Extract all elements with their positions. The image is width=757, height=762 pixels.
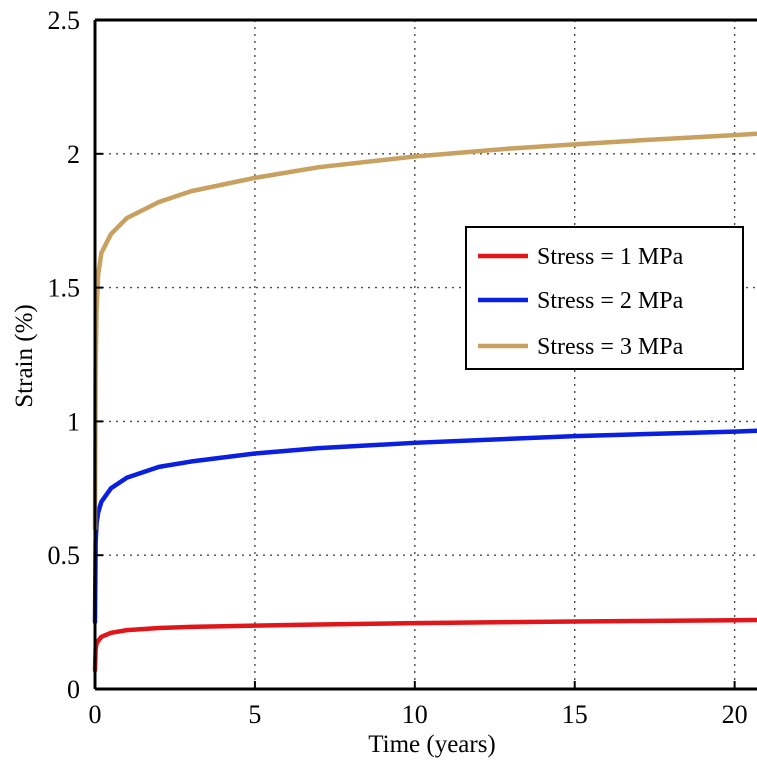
x-tick-label: 20 [722,700,748,729]
tick-labels: 0 5 10 15 20 0 0.5 1 1.5 2 2.5 [48,6,748,729]
x-tick-label: 10 [402,700,428,729]
series-lines [92,131,757,673]
y-tick-label: 0.5 [48,541,81,570]
series-line-2 [92,428,757,625]
x-tick-label: 15 [562,700,588,729]
series-line-1 [92,617,757,673]
series-line-3 [92,131,757,531]
y-axis-label: Strain (%) [11,304,38,407]
y-tick-label: 1.5 [48,274,81,303]
axes [93,18,757,691]
legend-label-1: Stress = 1 MPa [537,244,684,270]
legend: Stress = 1 MPa Stress = 2 MPa Stress = 3 M… [465,226,744,370]
y-tick-label: 2 [67,140,80,169]
x-tick-label: 0 [89,700,102,729]
legend-label-3: Stress = 3 MPa [537,334,684,360]
legend-label-2: Stress = 2 MPa [537,288,684,314]
x-tick-label: 5 [248,700,261,729]
y-tick-label: 1 [67,407,80,436]
y-tick-label: 0 [67,675,80,704]
x-axis-label: Time (years) [368,731,496,758]
y-tick-label: 2.5 [48,6,81,35]
